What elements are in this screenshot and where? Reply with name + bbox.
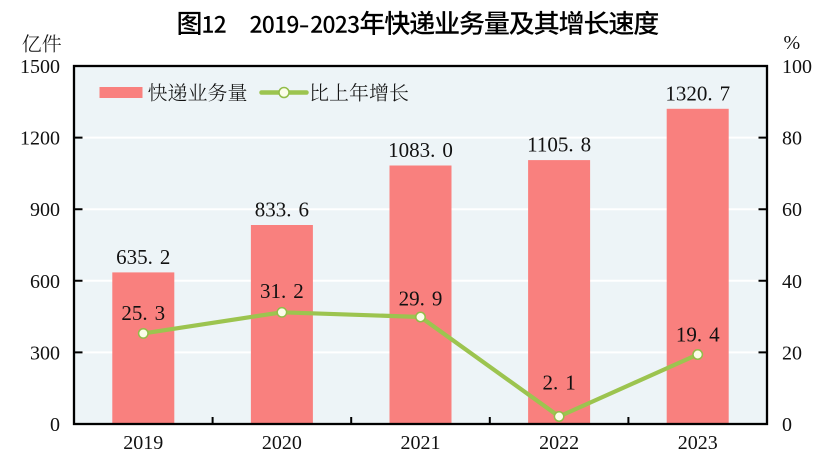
svg-text:833. 6: 833. 6 <box>255 198 309 222</box>
svg-text:80: 80 <box>782 128 802 150</box>
svg-text:%: % <box>784 32 801 54</box>
svg-text:1083. 0: 1083. 0 <box>388 138 453 162</box>
svg-text:2020: 2020 <box>262 432 302 454</box>
svg-text:600: 600 <box>30 271 60 293</box>
svg-text:1105. 8: 1105. 8 <box>527 133 591 157</box>
svg-text:31. 2: 31. 2 <box>260 279 304 303</box>
svg-text:2. 1: 2. 1 <box>542 371 575 395</box>
svg-text:2021: 2021 <box>401 432 441 454</box>
svg-text:100: 100 <box>782 56 812 78</box>
svg-text:29. 9: 29. 9 <box>399 287 443 311</box>
svg-text:20: 20 <box>782 342 802 364</box>
svg-text:0: 0 <box>50 414 60 436</box>
svg-text:40: 40 <box>782 271 802 293</box>
svg-text:0: 0 <box>782 414 792 436</box>
svg-text:1320. 7: 1320. 7 <box>665 81 730 105</box>
svg-text:25. 3: 25. 3 <box>121 301 165 325</box>
svg-text:60: 60 <box>782 199 802 221</box>
svg-text:2022: 2022 <box>539 432 579 454</box>
svg-text:1200: 1200 <box>20 128 60 150</box>
svg-text:2023: 2023 <box>678 432 718 454</box>
svg-text:19. 4: 19. 4 <box>676 323 720 347</box>
svg-text:2019: 2019 <box>123 432 163 454</box>
svg-text:1500: 1500 <box>20 56 60 78</box>
svg-text:300: 300 <box>30 342 60 364</box>
svg-text:635. 2: 635. 2 <box>116 245 170 269</box>
svg-text:900: 900 <box>30 199 60 221</box>
